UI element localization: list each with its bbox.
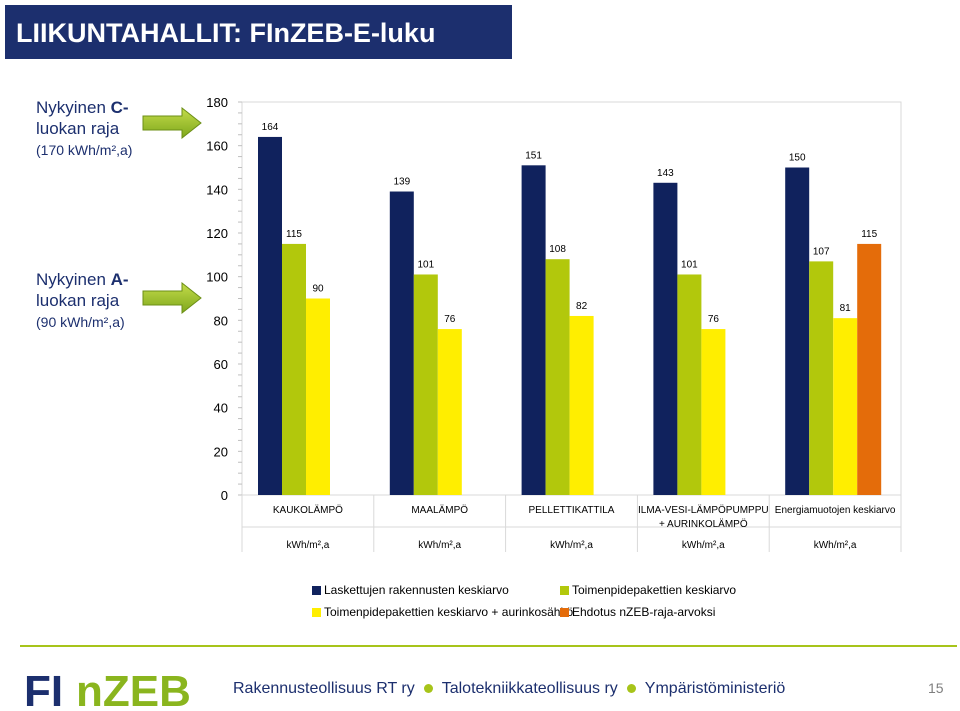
y-tick-label: 20 bbox=[214, 444, 228, 459]
bar bbox=[258, 136, 282, 495]
bar bbox=[833, 318, 858, 495]
a-class-value: (90 kWh/m²,a) bbox=[36, 314, 125, 330]
bar-value-label: 143 bbox=[657, 168, 674, 179]
footer-org-rt: Rakennusteollisuus RT ry bbox=[233, 680, 415, 697]
legend-swatch-0 bbox=[312, 586, 321, 596]
c-class-value: (170 kWh/m²,a) bbox=[36, 142, 133, 158]
legend-item-1: Toimenpidepakettien keskiarvo bbox=[560, 583, 736, 597]
category-label: MAALÄMPÖ bbox=[411, 504, 468, 516]
footer-org-tate: Talotekniikkateollisuus ry bbox=[441, 680, 618, 697]
legend-item-0: Laskettujen rakennusten keskiarvo bbox=[312, 583, 509, 597]
category-label: KAUKOLÄMPÖ bbox=[273, 504, 343, 516]
bar bbox=[282, 243, 306, 495]
legend-swatch-1 bbox=[560, 586, 569, 596]
legend-item-3: Ehdotus nZEB-raja-arvoksi bbox=[560, 605, 715, 619]
bar bbox=[545, 259, 570, 495]
unit-label: kWh/m²,a bbox=[287, 540, 330, 551]
y-tick-label: 0 bbox=[221, 488, 228, 503]
bar bbox=[569, 315, 594, 495]
bar bbox=[701, 329, 726, 495]
c-class-letter: C- bbox=[110, 98, 129, 117]
y-tick-label: 180 bbox=[206, 95, 228, 110]
bar-value-label: 90 bbox=[312, 284, 324, 295]
unit-label: kWh/m²,a bbox=[814, 540, 857, 551]
bar-value-label: 115 bbox=[861, 229, 877, 240]
legend-label-3: Ehdotus nZEB-raja-arvoksi bbox=[572, 605, 716, 619]
legend-item-2: Toimenpidepakettien keskiarvo + aurinkos… bbox=[312, 605, 573, 619]
bullet-dot-icon bbox=[626, 684, 636, 694]
bar-value-label: 115 bbox=[286, 229, 302, 240]
bar bbox=[857, 243, 882, 495]
bullet-dot-icon bbox=[423, 684, 433, 694]
a-class-prefix: Nykyinen bbox=[36, 270, 111, 289]
legend-swatch-3 bbox=[560, 608, 569, 618]
bar bbox=[653, 182, 678, 496]
bar-value-label: 101 bbox=[681, 259, 698, 270]
y-tick-label: 120 bbox=[206, 226, 228, 241]
c-class-line2: luokan raja bbox=[36, 119, 120, 138]
bar bbox=[306, 298, 330, 495]
unit-label: kWh/m²,a bbox=[682, 540, 725, 551]
footer-organizations: Rakennusteollisuus RT ry Talotekniikkateo… bbox=[233, 680, 785, 698]
unit-label: kWh/m²,a bbox=[550, 540, 593, 551]
title-bar: LIIKUNTAHALLIT: FInZEB-E-luku bbox=[5, 5, 512, 59]
category-label: + AURINKOLÄMPÖ bbox=[659, 518, 748, 530]
bar-value-label: 107 bbox=[813, 246, 830, 257]
legend-label-0: Laskettujen rakennusten keskiarvo bbox=[324, 583, 509, 597]
bar-value-label: 164 bbox=[262, 122, 279, 133]
bar-value-label: 76 bbox=[708, 314, 720, 325]
bar bbox=[521, 165, 546, 496]
category-label: PELLETTIKATTILA bbox=[529, 505, 615, 516]
a-class-letter: A- bbox=[110, 270, 129, 289]
bar-value-label: 150 bbox=[789, 153, 806, 164]
y-tick-label: 140 bbox=[206, 182, 228, 197]
page-number: 15 bbox=[928, 680, 944, 696]
y-tick-label: 160 bbox=[206, 139, 228, 154]
legend-label-1: Toimenpidepakettien keskiarvo bbox=[572, 583, 737, 597]
y-tick-label: 80 bbox=[214, 313, 228, 328]
finzeb-logo: FI nZEB bbox=[24, 670, 191, 710]
c-class-arrow-icon bbox=[142, 107, 202, 139]
bar bbox=[809, 261, 834, 495]
a-class-line2: luokan raja bbox=[36, 291, 120, 310]
y-tick-label: 40 bbox=[214, 401, 228, 416]
bar-value-label: 81 bbox=[840, 303, 852, 314]
bar-value-label: 82 bbox=[576, 301, 588, 312]
y-tick-label: 60 bbox=[214, 357, 228, 372]
c-class-limit-label: Nykyinen C- luokan raja (170 kWh/m²,a) bbox=[36, 97, 132, 161]
energy-chart: 0 20 40 60 80 100 120 140 160 180 164 115 90 KAUKOLÄM… bbox=[206, 95, 902, 552]
bar bbox=[413, 274, 438, 495]
svg-text:FI: FI bbox=[24, 670, 63, 710]
legend-swatch-2 bbox=[312, 608, 321, 618]
legend-label-2: Toimenpidepakettien keskiarvo + aurinkos… bbox=[324, 605, 574, 619]
footer-divider bbox=[20, 645, 957, 647]
bar-value-label: 151 bbox=[525, 150, 542, 161]
bar-value-label: 76 bbox=[444, 314, 456, 325]
bar bbox=[437, 329, 462, 495]
bar bbox=[677, 274, 702, 495]
c-class-prefix: Nykyinen bbox=[36, 98, 111, 117]
svg-text:nZEB: nZEB bbox=[76, 670, 191, 710]
bar-value-label: 101 bbox=[417, 259, 434, 270]
category-label: ILMA-VESI-LÄMPÖPUMPPU bbox=[638, 504, 769, 516]
footer-org-ym: Ympäristöministeriö bbox=[644, 680, 786, 697]
a-class-limit-label: Nykyinen A- luokan raja (90 kWh/m²,a) bbox=[36, 269, 129, 333]
a-class-arrow-icon bbox=[142, 282, 202, 314]
bar-value-label: 108 bbox=[549, 244, 566, 255]
bar-value-label: 139 bbox=[393, 177, 410, 188]
bar bbox=[389, 191, 414, 495]
unit-label: kWh/m²,a bbox=[418, 540, 461, 551]
category-label: Energiamuotojen keskiarvo bbox=[775, 505, 896, 516]
page-title: LIIKUNTAHALLIT: FInZEB-E-luku bbox=[16, 18, 436, 48]
y-tick-label: 100 bbox=[206, 270, 228, 285]
bar bbox=[785, 167, 810, 495]
